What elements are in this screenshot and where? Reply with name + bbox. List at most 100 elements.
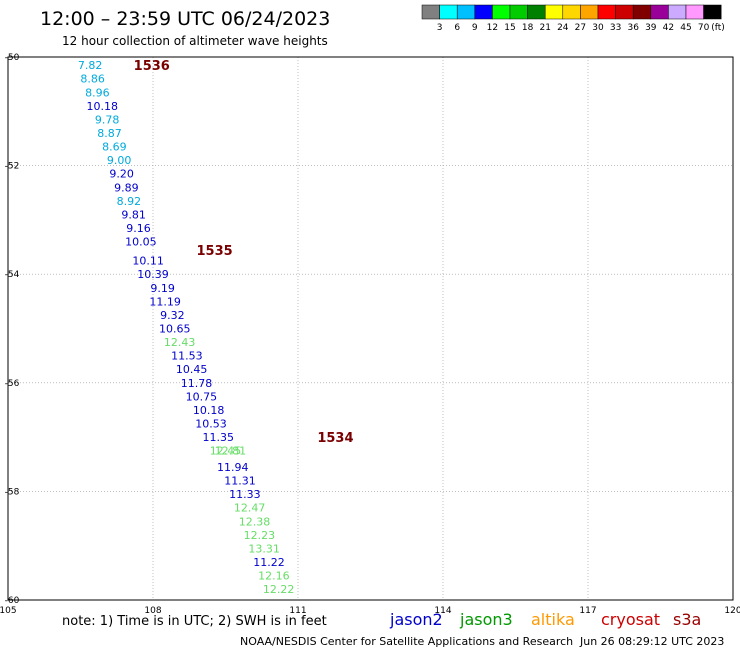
wave-height-label: 9.78 [95, 113, 120, 126]
y-tick-label: -54 [5, 270, 20, 280]
wave-height-label: 10.18 [193, 404, 225, 417]
colorbar-swatch [685, 4, 704, 20]
wave-height-label: 9.16 [126, 222, 151, 235]
wave-height-label: 11.53 [171, 350, 203, 363]
wave-height-label: 9.19 [150, 282, 175, 295]
pass-labels: 1536 1535 1534 [134, 59, 354, 446]
wave-height-label: 12.45 [210, 445, 242, 458]
y-tick-label: -50 [5, 53, 20, 63]
wave-height-label: 13.31 [248, 542, 280, 555]
colorbar-label: 42 [663, 23, 674, 33]
chart-subtitle: 12 hour collection of altimeter wave hei… [62, 34, 328, 48]
wave-height-label: 11.35 [203, 431, 235, 444]
colorbar-swatch [632, 4, 652, 20]
colorbar-swatch [650, 4, 669, 20]
wave-height-label: 8.96 [85, 86, 110, 99]
wave-height-label: 10.75 [186, 390, 218, 403]
wave-height-label: 11.31 [224, 475, 256, 488]
wave-height-label: 10.11 [132, 255, 164, 268]
credit-text: NOAA/NESDIS Center for Satellite Applica… [240, 635, 573, 648]
colorbar-swatch [580, 4, 599, 20]
wave-height-label: 10.53 [195, 418, 227, 431]
x-tick-label: 111 [289, 606, 306, 616]
y-tick-label: -52 [5, 162, 20, 172]
wave-height-label: 12.43 [164, 336, 196, 349]
colorbar-label: 39 [645, 23, 657, 33]
legend-item-jason2: jason2 [389, 610, 443, 629]
wave-height-label: 12.16 [258, 570, 290, 583]
wave-height-label: 8.87 [97, 127, 122, 140]
colorbar-swatch [474, 4, 493, 20]
legend-item-jason3: jason3 [459, 610, 513, 629]
colorbar-unit: (ft) [711, 23, 725, 33]
wave-height-label: 12.38 [239, 515, 271, 528]
colorbar-label: 33 [610, 23, 621, 33]
colorbar-swatch [509, 4, 528, 20]
y-tick-label: -58 [5, 487, 20, 497]
colorbar-swatch [421, 4, 440, 20]
colorbar-swatch [456, 4, 476, 20]
colorbar-label: 70 [698, 23, 710, 33]
x-tick-label: 120 [724, 606, 740, 616]
y-tick-label: -56 [5, 379, 20, 389]
footnote: note: 1) Time is in UTC; 2) SWH is in fe… [62, 614, 327, 629]
wave-height-label: 10.39 [137, 268, 169, 281]
colorbar-label: 18 [522, 23, 534, 33]
chart-title: 12:00 – 23:59 UTC 06/24/2023 [40, 8, 330, 30]
wave-height-label: 9.32 [160, 309, 185, 322]
wave-height-label: 9.89 [114, 181, 139, 194]
wave-height-label: 11.22 [253, 556, 285, 569]
plot-frame [7, 56, 734, 601]
colorbar-swatch [615, 4, 634, 20]
wave-height-label: 11.19 [149, 295, 181, 308]
axis-ticks: 105 108 111 114 117 120 -50 -52 -54 -56 -58 -60 [0, 53, 740, 616]
colorbar-swatch [527, 4, 546, 20]
wave-height-label: 12.23 [244, 529, 276, 542]
legend-item-altika: altika [531, 610, 575, 629]
pass-number-label: 1535 [197, 244, 233, 259]
wave-height-label: 8.92 [117, 195, 142, 208]
wave-height-label: 11.94 [217, 461, 249, 474]
colorbar-label: 3 [437, 23, 443, 33]
colorbar-label: 6 [454, 23, 460, 33]
x-tick-label: 117 [579, 606, 596, 616]
wave-height-label: 10.45 [176, 363, 208, 376]
wave-height-label: 12.81 [215, 445, 247, 458]
wave-height-label: 9.20 [109, 168, 134, 181]
wave-height-label: 8.69 [102, 141, 127, 154]
satellite-legend: jason2 jason3 altika cryosat s3a [389, 610, 701, 629]
colorbar-legend: 3 6 9 12 15 18 21 24 27 30 33 36 39 42 45 70 (ft) [421, 4, 725, 33]
wave-height-label: 8.86 [80, 73, 105, 86]
wave-height-label: 9.00 [107, 154, 132, 167]
wave-height-label: 12.22 [263, 583, 295, 596]
wave-height-label: 10.18 [87, 100, 119, 113]
colorbar-label: 45 [680, 23, 691, 33]
colorbar-label: 24 [557, 23, 569, 33]
wave-height-label: 10.65 [159, 323, 191, 336]
y-tick-label: -60 [5, 596, 20, 606]
colorbar-label: 30 [592, 23, 604, 33]
colorbar-swatch [439, 4, 458, 20]
colorbar-label: 15 [504, 23, 515, 33]
colorbar-label: 12 [487, 23, 498, 33]
legend-item-cryosat: cryosat [601, 610, 660, 629]
wave-height-label: 10.05 [125, 236, 157, 249]
colorbar-label: 27 [575, 23, 586, 33]
wave-height-label: 12.47 [234, 502, 266, 515]
wave-height-label: 7.82 [78, 59, 103, 72]
wave-height-label: 11.78 [181, 377, 213, 390]
colorbar-swatch [703, 4, 722, 20]
colorbar-swatch [597, 4, 616, 20]
colorbar-label: 36 [627, 23, 639, 33]
pass-number-label: 1534 [317, 431, 353, 446]
pass-number-label: 1536 [134, 59, 170, 74]
x-tick-label: 114 [434, 606, 451, 616]
wave-height-points: 7.828.868.9610.189.788.878.699.009.209.8… [78, 59, 295, 596]
wave-height-label: 9.81 [121, 208, 146, 221]
wave-height-label: 11.33 [229, 488, 261, 501]
colorbar-swatch [668, 4, 687, 20]
colorbar-label: 9 [472, 23, 478, 33]
colorbar-swatch [492, 4, 511, 20]
colorbar-swatch [544, 4, 564, 20]
